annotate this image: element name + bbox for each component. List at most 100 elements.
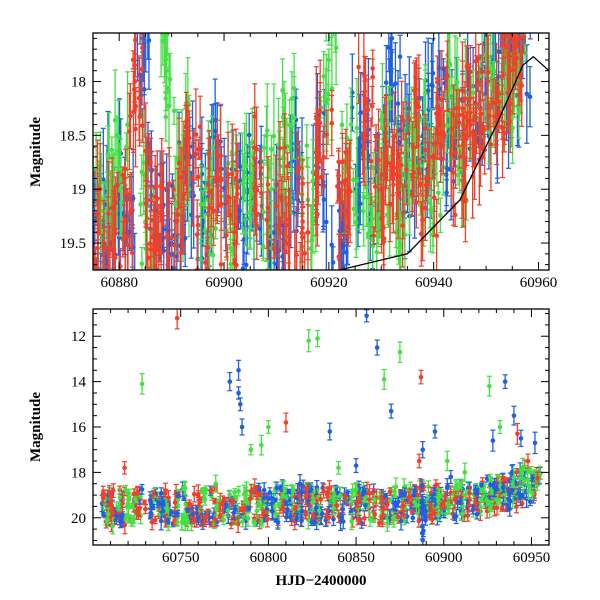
bottom-baseline-point xyxy=(304,482,310,495)
top-red-point xyxy=(115,171,121,199)
top-red-point xyxy=(131,68,137,112)
top-y-axis-label: Magnitude xyxy=(28,117,44,187)
top-green-point xyxy=(333,33,339,86)
bottom-baseline-point xyxy=(243,481,249,501)
bottom-baseline-point xyxy=(240,515,246,528)
top-red-point xyxy=(391,91,397,181)
top-red-point xyxy=(294,131,300,212)
top-red-point xyxy=(486,103,492,128)
top-red-point xyxy=(362,80,368,186)
top-green-point xyxy=(304,124,310,167)
top-red-point xyxy=(410,142,416,213)
bottom-baseline-point xyxy=(276,502,282,508)
top-green-point xyxy=(261,134,267,161)
bottom-baseline-point xyxy=(519,498,525,509)
top-y-tick-label: 19 xyxy=(71,182,86,198)
top-red-point xyxy=(480,43,486,101)
bottom-x-tick-label: 60800 xyxy=(250,550,288,566)
top-red-point xyxy=(193,139,199,169)
top-blue-point xyxy=(527,33,533,40)
bottom-green-point xyxy=(497,419,503,435)
top-red-point xyxy=(153,286,158,310)
top-green-point xyxy=(160,33,166,36)
top-red-point xyxy=(252,83,258,150)
top-red-point xyxy=(318,158,324,197)
bottom-baseline-point xyxy=(342,493,348,502)
top-red-point xyxy=(136,55,142,141)
top-red-point xyxy=(101,199,107,270)
top-red-point xyxy=(499,33,505,73)
bottom-baseline-point xyxy=(425,480,431,494)
top-red-point xyxy=(128,172,134,248)
top-red-point xyxy=(372,140,378,233)
top-red-point xyxy=(223,166,229,237)
bottom-baseline-point xyxy=(452,512,458,522)
bottom-baseline-point xyxy=(105,507,111,521)
top-green-point xyxy=(330,33,336,37)
top-red-point xyxy=(143,185,149,269)
top-blue-point xyxy=(516,0,521,13)
bottom-blue-point xyxy=(353,458,359,474)
bottom-green-point xyxy=(314,329,320,348)
top-red-point xyxy=(324,109,330,160)
top-red-point xyxy=(218,177,224,231)
bottom-baseline-point xyxy=(410,513,416,523)
top-red-point xyxy=(197,95,203,158)
top-red-point xyxy=(422,113,428,144)
top-x-tick-label: 60920 xyxy=(310,275,348,291)
top-green-point xyxy=(243,219,249,247)
top-green-point xyxy=(200,190,206,219)
bottom-x-tick-label: 60850 xyxy=(337,550,375,566)
top-blue-point xyxy=(444,179,450,207)
bottom-baseline-point xyxy=(387,509,393,526)
bottom-blue-point xyxy=(511,405,517,426)
bottom-baseline-point xyxy=(241,506,247,515)
top-red-point xyxy=(313,122,319,226)
top-green-point xyxy=(506,33,512,36)
bottom-green-point xyxy=(258,434,264,456)
bottom-blue-point xyxy=(420,441,426,459)
bottom-baseline-point xyxy=(356,514,362,525)
bottom-baseline-point xyxy=(367,512,373,527)
top-green-point xyxy=(271,83,277,190)
bottom-blue-point xyxy=(388,403,394,419)
bottom-baseline-point xyxy=(191,485,197,503)
bottom-baseline-point xyxy=(398,511,404,531)
bottom-blue-point xyxy=(374,339,380,356)
top-red-point xyxy=(365,78,371,142)
top-green-point xyxy=(166,4,171,24)
bottom-green-point xyxy=(486,375,492,397)
top-blue-point xyxy=(444,140,450,197)
bottom-x-axis-label: HJD−2400000 xyxy=(275,573,366,589)
bottom-blue-point xyxy=(227,371,233,392)
top-red-point xyxy=(265,156,271,260)
top-red-point xyxy=(122,235,128,270)
top-red-point xyxy=(480,100,486,160)
top-red-point xyxy=(139,107,145,144)
top-green-point xyxy=(387,86,393,110)
top-red-point xyxy=(510,33,516,61)
bottom-green-point xyxy=(139,373,145,395)
bottom-baseline-point xyxy=(185,507,191,514)
bottom-baseline-point xyxy=(142,503,148,515)
bottom-green-point xyxy=(265,420,271,434)
top-red-point xyxy=(336,233,342,270)
bottom-blue-point xyxy=(432,424,438,439)
top-green-point xyxy=(139,246,145,270)
top-red-point xyxy=(150,215,156,258)
bottom-blue-point xyxy=(490,429,496,452)
top-blue-point xyxy=(357,182,363,226)
top-green-point xyxy=(163,33,169,93)
bottom-red-point xyxy=(174,309,180,330)
top-red-point xyxy=(317,82,323,164)
bottom-x-tick-label: 60950 xyxy=(513,550,551,566)
top-red-point xyxy=(218,220,224,270)
bottom-blue-point xyxy=(327,422,333,441)
bottom-baseline-point xyxy=(101,512,107,518)
top-blue-point xyxy=(132,232,138,270)
top-blue-point xyxy=(513,0,518,32)
bottom-baseline-point xyxy=(119,494,125,513)
bottom-green-point xyxy=(306,329,312,353)
top-red-point xyxy=(169,200,175,270)
top-red-point xyxy=(387,165,393,243)
